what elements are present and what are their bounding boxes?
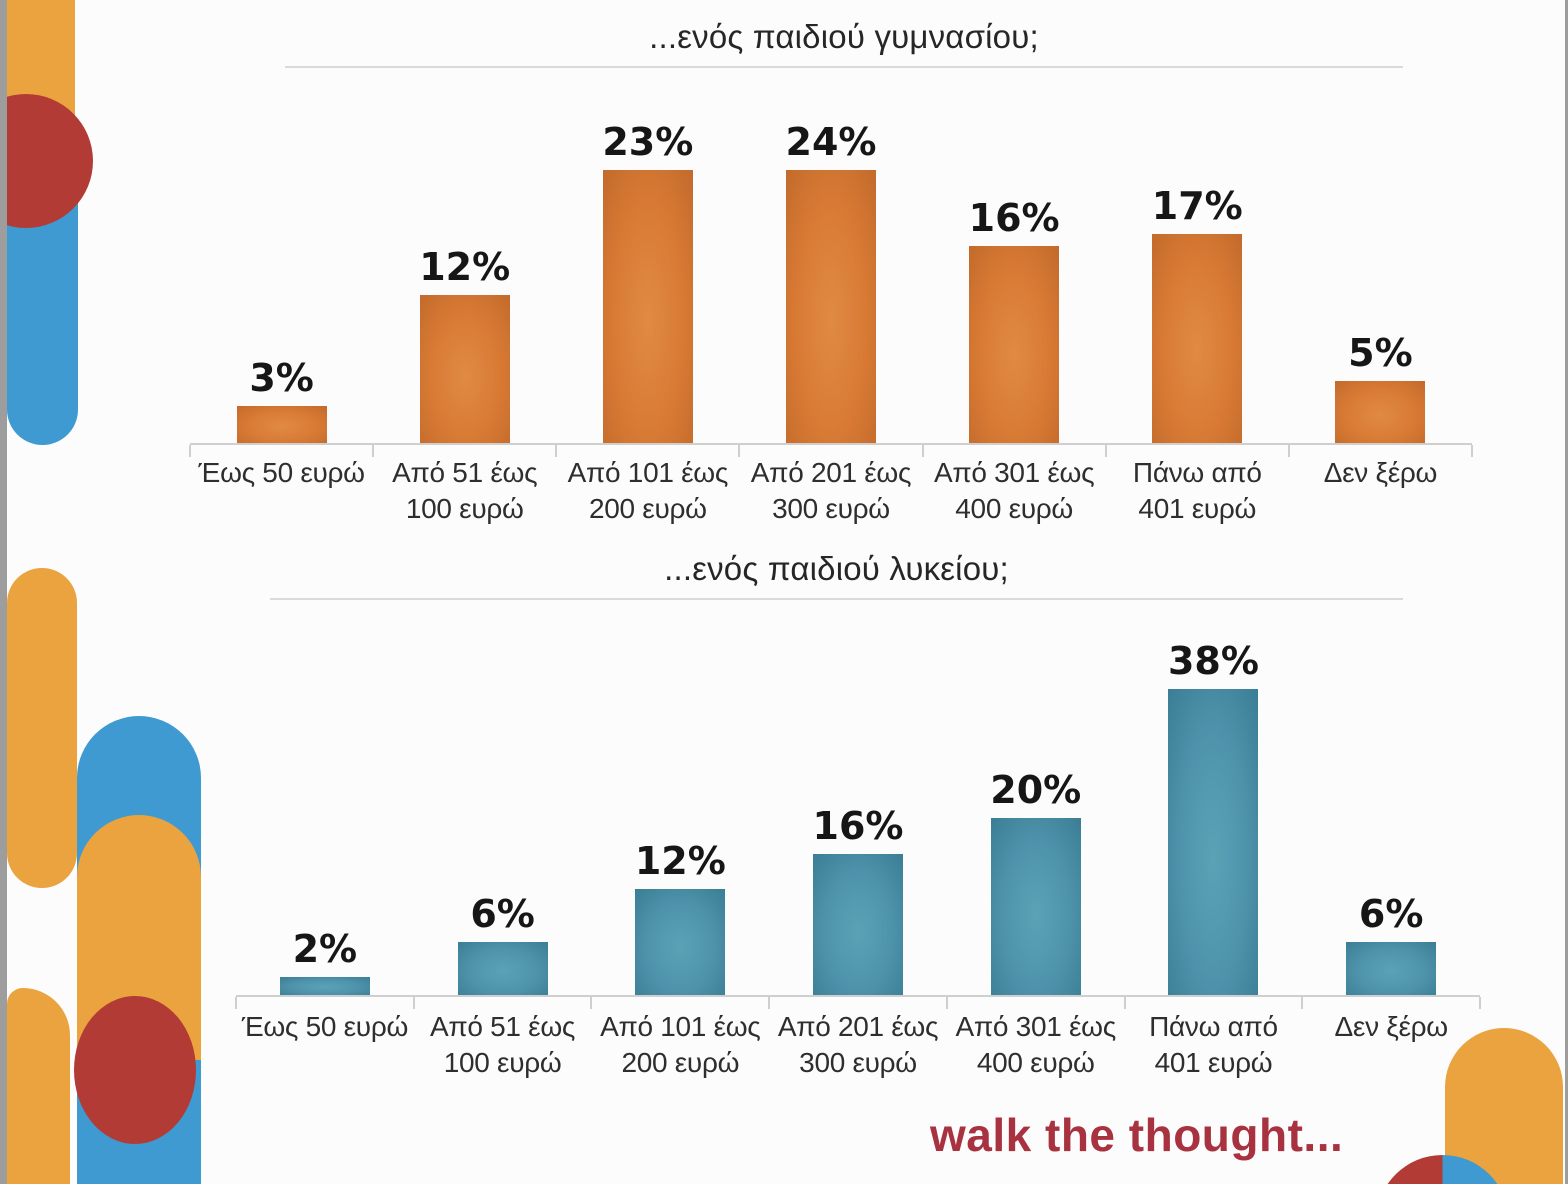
category-label: Από 101 έως 200 ευρώ bbox=[600, 1011, 761, 1079]
decor-bottom-left-orange-block bbox=[7, 988, 70, 1184]
category-label: Από 301 έως 400 ευρώ bbox=[933, 457, 1095, 525]
bar bbox=[602, 170, 693, 443]
chart-title: ...ενός παιδιού γυμνασίου; bbox=[649, 18, 1039, 55]
axis-tick bbox=[1301, 997, 1304, 1009]
logo-walk-the-thought: walk the thought... bbox=[930, 1109, 1344, 1161]
axis-tick bbox=[921, 445, 924, 457]
bar bbox=[785, 170, 876, 443]
bar-column: 16% bbox=[769, 642, 947, 995]
bar bbox=[813, 854, 904, 995]
axis-tick bbox=[555, 445, 558, 457]
axis-tick bbox=[738, 445, 741, 457]
bar-value-label: 12% bbox=[419, 245, 511, 289]
category-label: Από 51 έως 100 ευρώ bbox=[392, 457, 538, 525]
bar-column: 24% bbox=[739, 123, 922, 443]
chart-lykeio: ...ενός παιδιού λυκείου; 2% 6% 12% 16% 20% 38… bbox=[235, 550, 1481, 1110]
bar-column: 38% bbox=[1125, 642, 1303, 995]
bar-column: 3% bbox=[190, 123, 373, 443]
bar bbox=[1168, 689, 1259, 995]
decor-mid-left-orange-pill bbox=[7, 568, 77, 888]
plot-area: 2% 6% 12% 16% 20% 38% 6% bbox=[235, 642, 1481, 1009]
category-label: Από 201 έως 300 ευρώ bbox=[777, 1011, 939, 1079]
axis-tick bbox=[1123, 997, 1126, 1009]
bar-value-label: 38% bbox=[1167, 639, 1259, 683]
title-rule bbox=[285, 66, 1403, 68]
bar-value-label: 16% bbox=[968, 196, 1060, 240]
category-label: Έως 50 ευρώ bbox=[241, 1011, 409, 1042]
title-rule bbox=[270, 598, 1403, 600]
axis-tick bbox=[768, 997, 771, 1009]
axis-tick bbox=[372, 445, 375, 457]
bar-value-label: 17% bbox=[1151, 184, 1243, 228]
axis-tick bbox=[189, 445, 191, 457]
bar-value-label: 5% bbox=[1348, 331, 1413, 375]
axis-tick bbox=[1104, 445, 1107, 457]
category-label: Από 51 έως 100 ευρώ bbox=[430, 1011, 576, 1079]
axis-tick bbox=[235, 997, 237, 1009]
bar bbox=[969, 246, 1060, 443]
chart-gymnasio: ...ενός παιδιού γυμνασίου; 3% 12% 23% 24% 16… bbox=[189, 18, 1473, 533]
bar-column: 12% bbox=[591, 642, 769, 995]
category-label: Δεν ξέρω bbox=[1323, 457, 1438, 488]
bar-value-label: 23% bbox=[602, 120, 694, 164]
category-row: Έως 50 ευρώ Από 51 έως 100 ευρώ Από 101 έω… bbox=[190, 455, 1472, 528]
bar-value-label: 6% bbox=[1358, 892, 1424, 936]
axis-tick bbox=[412, 997, 415, 1009]
chart-title: ...ενός παιδιού λυκείου; bbox=[664, 550, 1009, 587]
category-label: Από 301 έως 400 ευρώ bbox=[955, 1011, 1117, 1079]
bar bbox=[236, 406, 327, 443]
axis-tick bbox=[1287, 445, 1290, 457]
axis-tick bbox=[1471, 445, 1473, 457]
bar-value-label: 12% bbox=[634, 839, 726, 883]
bar-column: 17% bbox=[1106, 123, 1289, 443]
plot-area: 3% 12% 23% 24% 16% 17% 5% bbox=[189, 123, 1473, 457]
bar-column: 16% bbox=[923, 123, 1106, 443]
bar-value-label: 2% bbox=[292, 927, 358, 971]
bar-column: 20% bbox=[947, 642, 1125, 995]
decor-mid-left-red-ellipse bbox=[74, 996, 196, 1144]
decor-top-left-blue-block bbox=[7, 186, 78, 445]
bar-value-label: 20% bbox=[990, 768, 1082, 812]
bar-column: 2% bbox=[236, 642, 414, 995]
category-label: Πάνω από 401 ευρώ bbox=[1149, 1011, 1278, 1079]
bar-value-label: 24% bbox=[785, 120, 877, 164]
right-edge-strip bbox=[1565, 0, 1568, 1184]
category-label: Έως 50 ευρώ bbox=[198, 457, 365, 488]
axis-tick bbox=[590, 997, 593, 1009]
bar bbox=[1152, 234, 1243, 443]
bar bbox=[1346, 942, 1437, 995]
bar bbox=[990, 818, 1081, 995]
bar-column: 6% bbox=[1302, 642, 1480, 995]
left-edge-strip bbox=[0, 0, 7, 1184]
axis-tick bbox=[945, 997, 948, 1009]
bar-value-label: 16% bbox=[812, 804, 904, 848]
bar-value-label: 3% bbox=[249, 356, 314, 400]
bar-value-label: 6% bbox=[470, 892, 535, 936]
bar bbox=[1335, 381, 1426, 443]
category-label: Δεν ξέρω bbox=[1334, 1011, 1448, 1042]
decor-top-left-red-circle bbox=[0, 94, 93, 228]
bar-column: 5% bbox=[1289, 123, 1472, 443]
category-label: Από 101 έως 200 ευρώ bbox=[567, 457, 729, 525]
bar-column: 23% bbox=[556, 123, 739, 443]
bar bbox=[457, 942, 548, 995]
category-label: Από 201 έως 300 ευρώ bbox=[750, 457, 912, 525]
bar bbox=[279, 977, 370, 995]
axis-tick bbox=[1479, 997, 1481, 1009]
bar bbox=[419, 295, 510, 443]
category-row: Έως 50 ευρώ Από 51 έως 100 ευρώ Από 101 έω… bbox=[236, 1009, 1480, 1082]
category-label: Πάνω από 401 ευρώ bbox=[1132, 457, 1262, 525]
bar bbox=[635, 889, 726, 995]
bar-column: 12% bbox=[373, 123, 556, 443]
bar-column: 6% bbox=[414, 642, 592, 995]
